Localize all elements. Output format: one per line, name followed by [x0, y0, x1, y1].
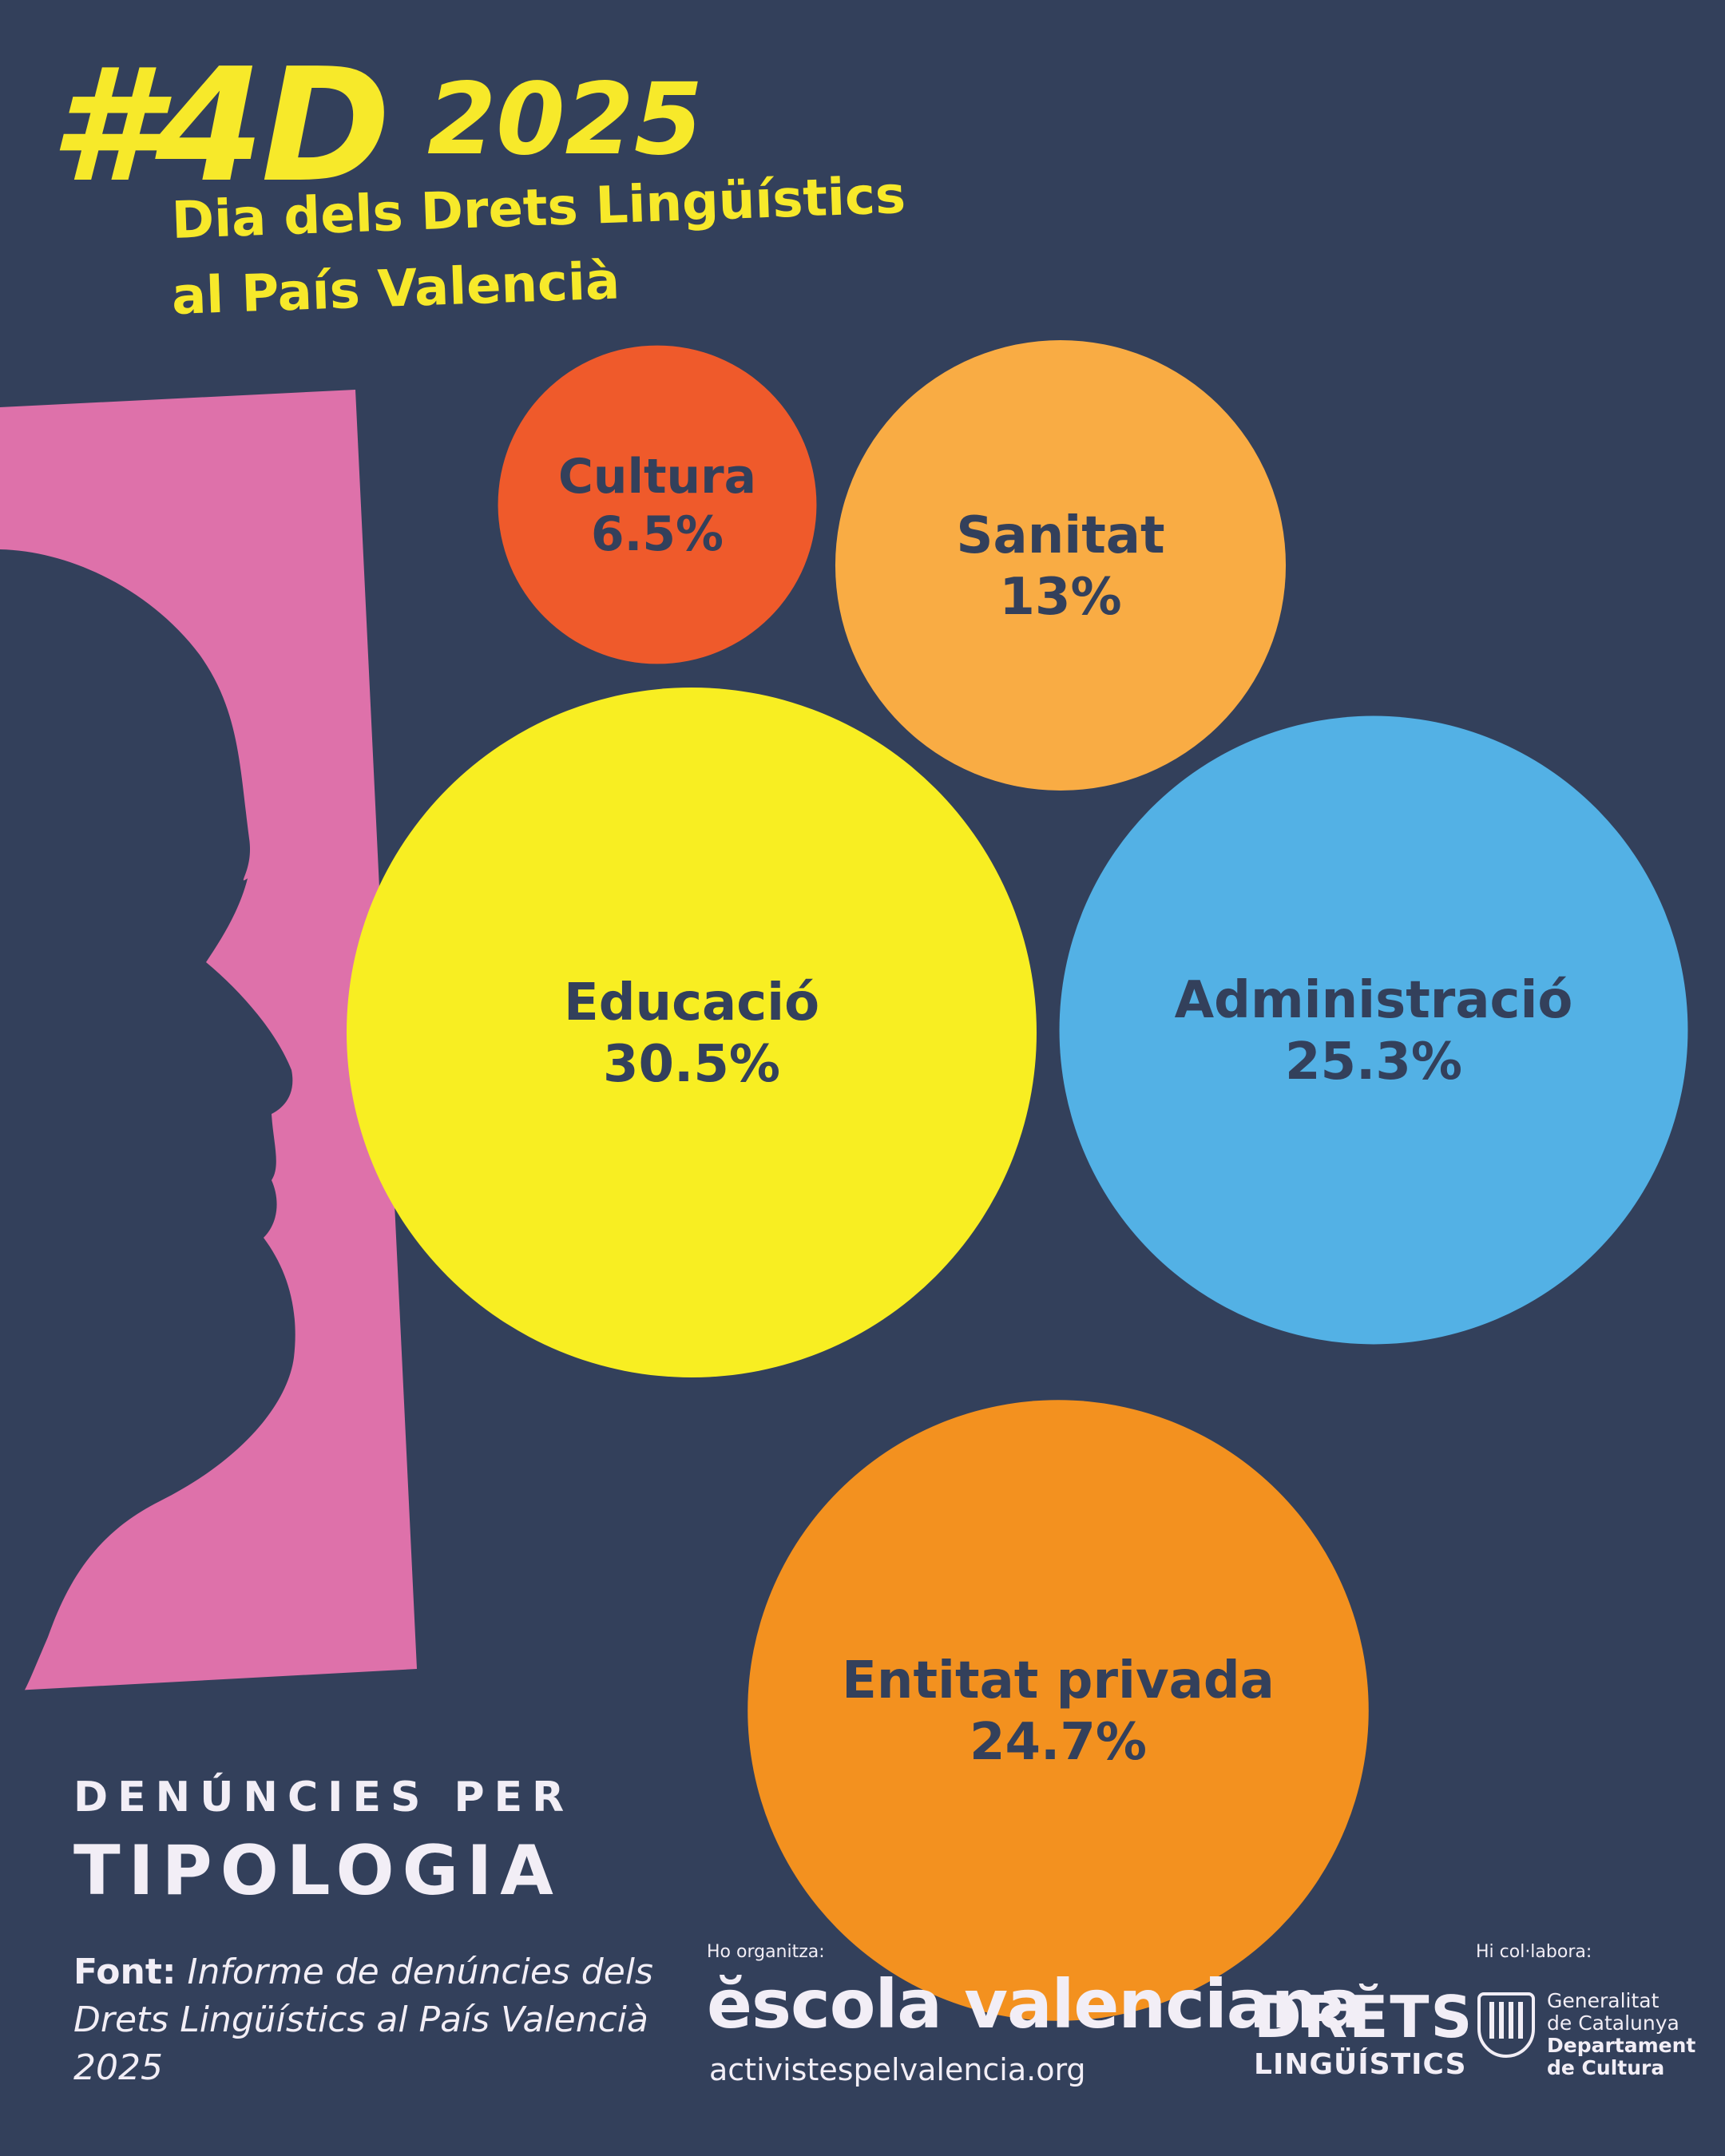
face-silhouette: [0, 549, 295, 1691]
source-note: Font: Informe de denúncies dels Drets Li…: [73, 1948, 680, 2092]
bubble-category-cultura: Cultura: [558, 449, 756, 505]
bubble-value-cultura: 6.5%: [591, 506, 724, 562]
generalitat-logo-text: Generalitat de Catalunya Departament de …: [1547, 1990, 1695, 2079]
generalitat-seal-icon: [1477, 1992, 1535, 2058]
organizer-label: Ho organitza:: [707, 1942, 825, 1962]
bubble-educaci-: [347, 688, 1037, 1377]
bubble-value-sanitat: 13%: [999, 568, 1121, 627]
bubble-category-administraci-: Administració: [1175, 971, 1573, 1030]
bubble-value-entitat-privada: 24.7%: [970, 1713, 1147, 1772]
bubble-administraci-: [1059, 715, 1688, 1345]
bubble-category-educaci-: Educació: [564, 973, 819, 1032]
organizer-url: activistespelvalencia.org: [709, 2052, 1086, 2087]
heading-line-1: DENÚNCIES PER: [73, 1774, 574, 1821]
title-year: 2025: [427, 62, 704, 177]
bubble-sanitat: [835, 339, 1287, 791]
source-label: Font:: [73, 1952, 176, 1992]
hashtag-title: #4D: [50, 35, 391, 217]
bubble-category-entitat-privada: Entitat privada: [842, 1651, 1275, 1710]
bubble-entitat-privada: [748, 1400, 1369, 2021]
bubble-category-sanitat: Sanitat: [956, 506, 1164, 565]
bubble-cultura: [498, 345, 817, 664]
source-text: Informe de denúncies dels Drets Lingüíst…: [73, 1952, 653, 2088]
drets-logo-line-1: DRĔTS: [1254, 1984, 1474, 2051]
drets-linguistics-logo: DRĔTS LINGÜÍSTICS: [1254, 1988, 1473, 2079]
gen-line-3: Departament: [1547, 2034, 1696, 2057]
gen-line-2: de Catalunya: [1547, 2011, 1679, 2035]
gen-line-4: de Cultura: [1547, 2056, 1665, 2079]
gen-line-1: Generalitat: [1547, 1989, 1660, 2012]
bubble-value-administraci-: 25.3%: [1285, 1032, 1462, 1092]
collaborator-label: Hi col·labora:: [1476, 1942, 1592, 1962]
drets-logo-line-2: LINGÜÍSTICS: [1254, 2048, 1467, 2081]
bubble-value-educaci-: 30.5%: [603, 1035, 780, 1094]
heading-line-2: TIPOLOGIA: [73, 1831, 561, 1911]
escola-valenciana-logo: ĕscola valenciana: [707, 1965, 1363, 2043]
